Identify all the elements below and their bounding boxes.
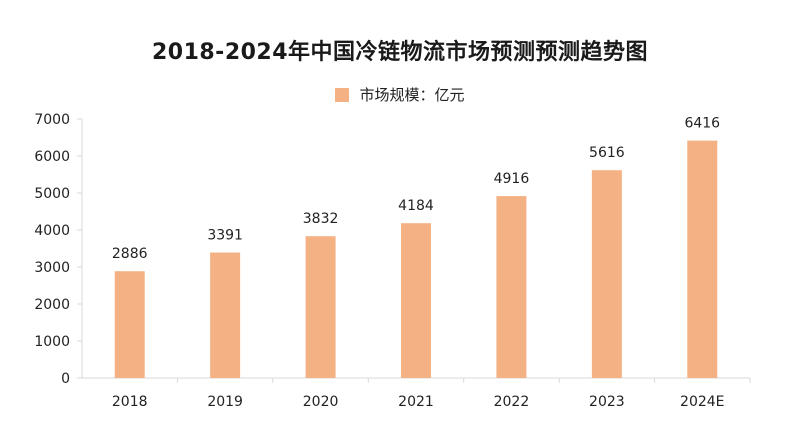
bar [114,271,145,378]
data-label: 4916 [494,171,530,187]
data-label: 3832 [303,211,339,227]
bar [305,236,336,378]
bar [210,252,241,378]
bar [496,196,527,378]
legend: 市场规模：亿元 [0,84,800,105]
y-tick-label: 2000 [34,297,70,313]
y-tick-label: 6000 [34,149,70,165]
x-tick-label: 2024E [680,394,724,410]
x-tick-label: 2020 [303,394,339,410]
y-tick-label: 0 [61,371,70,387]
data-label: 2886 [112,246,148,262]
data-label: 4184 [398,198,434,214]
chart-title: 2018-2024年中国冷链物流市场预测预测趋势图 [151,40,649,65]
x-tick-label: 2023 [589,394,625,410]
y-tick-label: 3000 [34,260,70,276]
bar [401,223,431,378]
y-tick-label: 7000 [34,112,70,128]
y-tick-label: 5000 [34,186,70,202]
x-tick-label: 2022 [494,394,530,410]
y-tick-label: 1000 [34,334,70,350]
data-label: 3391 [207,228,243,244]
x-tick-label: 2019 [207,394,243,410]
bar [591,170,622,378]
legend-label: 市场规模：亿元 [359,86,465,104]
bar [687,140,718,378]
legend-swatch [335,87,350,102]
y-tick-label: 4000 [34,223,70,239]
data-label: 5616 [589,145,625,161]
data-label: 6416 [684,116,720,132]
x-tick-label: 2018 [112,394,148,410]
x-tick-label: 2021 [398,394,434,410]
